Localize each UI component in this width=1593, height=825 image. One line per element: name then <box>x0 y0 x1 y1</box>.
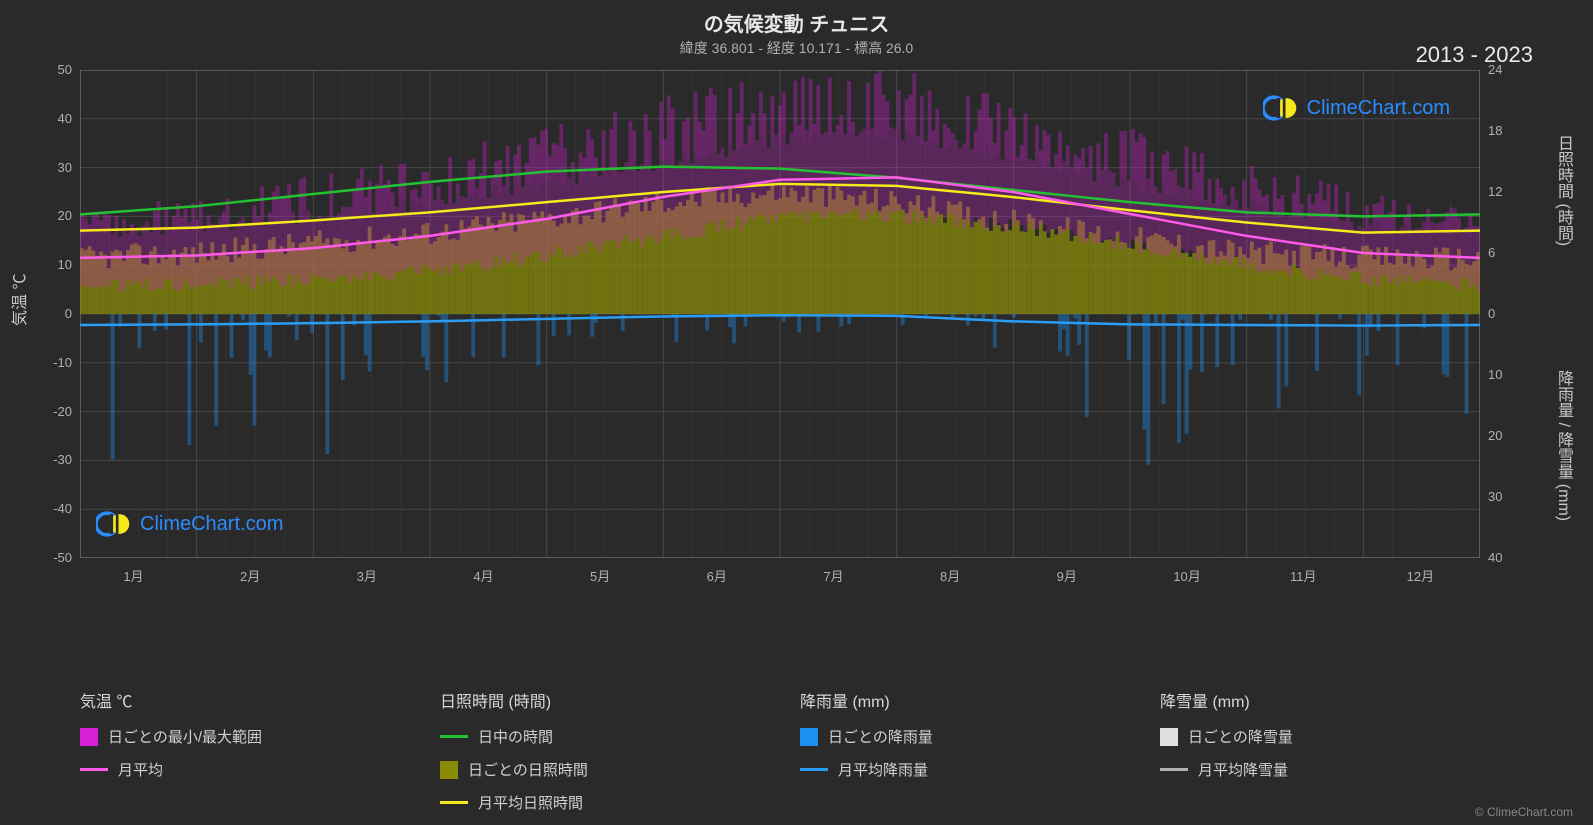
x-tick: 6月 <box>707 566 727 585</box>
x-tick: 12月 <box>1407 566 1434 585</box>
legend-label: 日ごとの日照時間 <box>468 759 588 780</box>
y-tick-right: 40 <box>1488 550 1502 565</box>
legend-label: 日ごとの降雨量 <box>828 726 933 747</box>
y-tick-right: 30 <box>1488 489 1502 504</box>
legend-item: 月平均日照時間 <box>440 792 780 813</box>
legend-item: 月平均 <box>80 759 420 780</box>
x-tick: 9月 <box>1057 566 1077 585</box>
x-tick: 5月 <box>590 566 610 585</box>
watermark-text: ClimeChart.com <box>140 513 283 536</box>
y-tick-left: 0 <box>65 306 72 321</box>
y-tick-left: -50 <box>53 550 72 565</box>
y-tick-left: -10 <box>53 355 72 370</box>
y-tick-left: 10 <box>58 257 72 272</box>
legend-item: 日ごとの降雪量 <box>1160 726 1500 747</box>
legend-group: 降雪量 (mm) 日ごとの降雪量月平均降雪量 <box>1160 688 1520 825</box>
plot-svg <box>80 70 1480 558</box>
x-tick: 2月 <box>240 566 260 585</box>
y-axis-right-label-sunshine: 日照時間 (時間) <box>1551 135 1575 246</box>
legend-item: 月平均降雪量 <box>1160 759 1500 780</box>
x-tick: 8月 <box>940 566 960 585</box>
legend-group: 気温 ℃ 日ごとの最小/最大範囲月平均 <box>80 688 440 825</box>
x-tick: 1月 <box>123 566 143 585</box>
legend-item: 日ごとの最小/最大範囲 <box>80 726 420 747</box>
y-tick-right: 0 <box>1488 306 1495 321</box>
copyright: © ClimeChart.com <box>1475 805 1573 819</box>
legend-group-title: 降雨量 (mm) <box>800 688 1140 712</box>
legend-label: 日ごとの最小/最大範囲 <box>108 726 262 747</box>
legend-item: 日ごとの日照時間 <box>440 759 780 780</box>
climate-chart: の気候変動 チュニス 緯度 36.801 - 経度 10.171 - 標高 26… <box>0 0 1593 825</box>
legend-swatch <box>800 768 828 771</box>
y-tick-left: 50 <box>58 62 72 77</box>
legend-swatch <box>80 768 108 771</box>
legend-group: 降雨量 (mm) 日ごとの降雨量月平均降雨量 <box>800 688 1160 825</box>
legend-group-title: 降雪量 (mm) <box>1160 688 1500 712</box>
legend-label: 月平均降雨量 <box>838 759 928 780</box>
y-tick-left: -30 <box>53 452 72 467</box>
chart-subtitle: 緯度 36.801 - 経度 10.171 - 標高 26.0 <box>0 38 1593 58</box>
legend-item: 日中の時間 <box>440 726 780 747</box>
legend-label: 月平均日照時間 <box>478 792 583 813</box>
x-tick: 10月 <box>1173 566 1200 585</box>
legend-label: 月平均降雪量 <box>1198 759 1288 780</box>
chart-title: の気候変動 チュニス <box>0 8 1593 37</box>
legend-label: 日中の時間 <box>478 726 553 747</box>
y-tick-left: -40 <box>53 501 72 516</box>
legend-swatch <box>440 735 468 738</box>
legend-group-title: 日照時間 (時間) <box>440 688 780 712</box>
legend-swatch <box>1160 768 1188 771</box>
y-tick-right: 18 <box>1488 123 1502 138</box>
y-axis-right-label-precip: 降雨量 / 降雪量 (mm) <box>1551 370 1575 521</box>
legend-label: 月平均 <box>118 759 163 780</box>
y-axis-left-label: 気温 ℃ <box>6 274 30 326</box>
year-range: 2013 - 2023 <box>1416 42 1533 68</box>
legend-item: 日ごとの降雨量 <box>800 726 1140 747</box>
legend-swatch <box>440 801 468 804</box>
x-tick: 3月 <box>357 566 377 585</box>
y-tick-right: 6 <box>1488 245 1495 260</box>
watermark-text: ClimeChart.com <box>1307 97 1450 120</box>
y-tick-right: 10 <box>1488 367 1502 382</box>
watermark-bottom: ClimeChart.com <box>96 506 283 542</box>
y-tick-right: 24 <box>1488 62 1502 77</box>
legend-group-title: 気温 ℃ <box>80 688 420 712</box>
legend: 気温 ℃ 日ごとの最小/最大範囲月平均 日照時間 (時間) 日中の時間日ごとの日照時間… <box>80 668 1520 825</box>
legend-label: 日ごとの降雪量 <box>1188 726 1293 747</box>
y-tick-left: 40 <box>58 111 72 126</box>
legend-swatch <box>800 728 818 746</box>
y-tick-right: 20 <box>1488 428 1502 443</box>
y-tick-left: 30 <box>58 160 72 175</box>
y-tick-left: 20 <box>58 208 72 223</box>
x-tick: 4月 <box>473 566 493 585</box>
plot-area: ClimeChart.com ClimeChart.com <box>80 70 1480 558</box>
legend-swatch <box>1160 728 1178 746</box>
legend-item: 月平均降雨量 <box>800 759 1140 780</box>
x-tick: 11月 <box>1290 566 1317 585</box>
y-tick-right: 12 <box>1488 184 1502 199</box>
watermark-top: ClimeChart.com <box>1263 90 1450 126</box>
legend-group: 日照時間 (時間) 日中の時間日ごとの日照時間月平均日照時間 <box>440 688 800 825</box>
y-tick-left: -20 <box>53 404 72 419</box>
legend-swatch <box>80 728 98 746</box>
x-tick: 7月 <box>823 566 843 585</box>
legend-swatch <box>440 761 458 779</box>
